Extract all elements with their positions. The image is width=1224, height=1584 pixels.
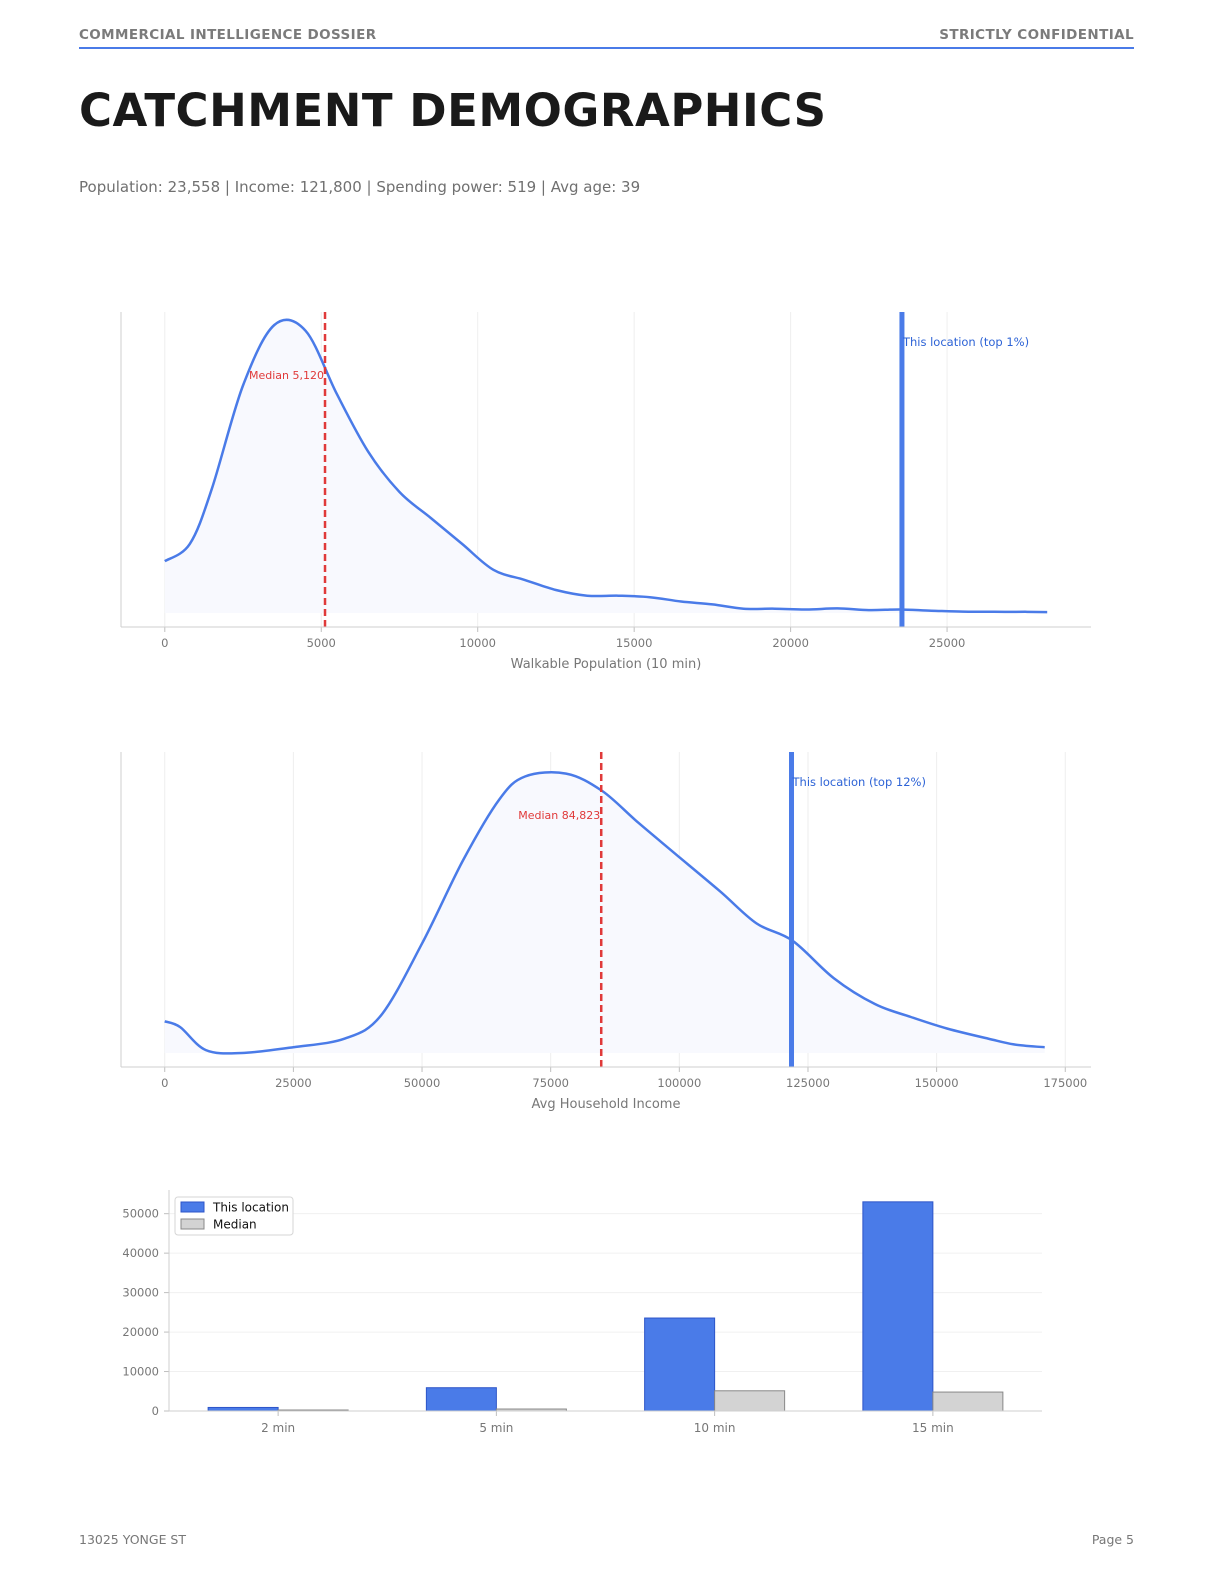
x-axis-label: Avg Household Income — [532, 1097, 681, 1112]
x-tick-label: 5 min — [479, 1421, 513, 1435]
y-tick-label: 0 — [152, 1404, 159, 1418]
density-curve — [164, 771, 1045, 1055]
x-tick-label: 25000 — [929, 636, 966, 650]
footer-address: 13025 YONGE ST — [79, 1532, 187, 1547]
location-marker-label: This location (top 1%) — [902, 335, 1029, 349]
y-tick-label: 40000 — [122, 1246, 159, 1260]
footer-page-number: Page 5 — [1091, 1532, 1134, 1547]
y-tick-label: 30000 — [122, 1286, 159, 1300]
x-axis: 0 25000 50000 75000 100000 125000 150000 175000 — [121, 1066, 1091, 1090]
bar-this-location — [862, 1201, 934, 1412]
x-tick-label: 150000 — [915, 1076, 959, 1090]
legend-label-this-location: This location — [212, 1201, 289, 1215]
bar-median — [714, 1390, 786, 1412]
page-title: CATCHMENT DEMOGRAPHICS — [79, 84, 827, 137]
x-tick-label: 15 min — [912, 1421, 954, 1435]
y-tick-label: 50000 — [122, 1207, 159, 1221]
x-axis-label: Walkable Population (10 min) — [511, 657, 702, 672]
x-tick-label: 5000 — [307, 636, 336, 650]
x-axis: 0 5000 10000 15000 20000 25000 — [121, 626, 1091, 650]
x-tick-label: 0 — [161, 636, 168, 650]
legend: This location Median — [174, 1196, 294, 1236]
bar-median — [932, 1391, 1004, 1412]
bars — [207, 1201, 1004, 1412]
page-subtitle: Population: 23,558 | Income: 121,800 | S… — [79, 178, 641, 196]
y-axis: 0 10000 20000 30000 40000 50000 — [122, 1190, 170, 1418]
x-axis: 2 min 5 min 10 min 15 min — [169, 1410, 1042, 1435]
x-tick-label: 50000 — [404, 1076, 441, 1090]
x-tick-label: 2 min — [261, 1421, 295, 1435]
catchment-bar-chart: 0 10000 20000 30000 40000 50000 2 min 5 min 10 … — [122, 1190, 1042, 1435]
population-distribution-chart: Median 5,120 This location (top 1%) 0 500… — [120, 312, 1091, 672]
x-tick-label: 10 min — [694, 1421, 736, 1435]
median-label: Median 5,120 — [249, 369, 324, 382]
bar-this-location — [425, 1387, 497, 1412]
x-tick-label: 20000 — [772, 636, 809, 650]
y-tick-label: 10000 — [122, 1365, 159, 1379]
bar-this-location — [644, 1317, 716, 1412]
x-tick-label: 125000 — [786, 1076, 830, 1090]
x-tick-label: 175000 — [1043, 1076, 1087, 1090]
header-left-text: COMMERCIAL INTELLIGENCE DOSSIER — [79, 27, 377, 43]
x-tick-label: 100000 — [657, 1076, 701, 1090]
median-label: Median 84,823 — [518, 809, 600, 822]
bar-this-location — [207, 1406, 279, 1412]
legend-swatch-this-location — [180, 1201, 205, 1213]
page-header: COMMERCIAL INTELLIGENCE DOSSIER STRICTLY… — [79, 27, 1134, 49]
x-tick-label: 0 — [161, 1076, 168, 1090]
y-tick-label: 20000 — [122, 1325, 159, 1339]
x-tick-label: 15000 — [616, 636, 653, 650]
x-tick-label: 10000 — [459, 636, 496, 650]
density-area — [164, 319, 1048, 613]
income-distribution-chart: Median 84,823 This location (top 12%) 0 2… — [120, 752, 1091, 1112]
header-right-text: STRICTLY CONFIDENTIAL — [939, 27, 1134, 43]
density-area — [164, 772, 1045, 1054]
legend-label-median: Median — [213, 1218, 257, 1232]
location-marker-label: This location (top 12%) — [792, 775, 926, 789]
legend-swatch-median — [180, 1218, 205, 1230]
x-tick-label: 75000 — [532, 1076, 569, 1090]
x-tick-label: 25000 — [275, 1076, 312, 1090]
